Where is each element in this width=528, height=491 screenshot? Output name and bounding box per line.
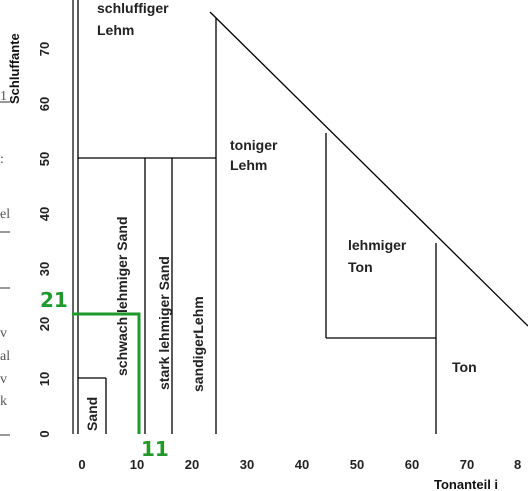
marker-y-value: 21 [40,288,68,312]
region-labels: schluffiger Lehm toniger Lehm lehmiger T… [84,0,477,431]
marker-lines [72,312,141,434]
region-label-toniger-lehm: Lehm [230,157,267,173]
x-tick-label: 20 [185,457,199,472]
y-tick-label: 10 [37,372,52,386]
fragment-text: al [0,349,10,364]
x-tick-label: 40 [295,457,309,472]
y-tick-label: 60 [37,97,52,111]
y-axis-label: Schluffante [7,33,22,104]
x-axis-label: Tonanteil i [434,477,498,491]
x-tick-label: 0 [78,457,85,472]
region-label-lehmiger-ton: Ton [348,259,373,275]
fragment-text: 1 [0,89,7,104]
region-label-schluffiger-lehm: Lehm [97,22,134,38]
y-tick-label: 50 [37,152,52,166]
region-boundaries [77,0,528,434]
y-tick-label: 0 [37,430,52,437]
region-label-stark-lehmiger-sand: stark lehmiger Sand [156,256,172,390]
region-label-ton: Ton [452,359,477,375]
x-tick-label: 50 [350,457,364,472]
reading-marker: 21 11 [40,288,169,461]
fragment-text: : [0,152,4,167]
x-tick-label: 30 [240,457,254,472]
marker-x-value: 11 [141,437,169,461]
y-tick-label: 70 [37,42,52,56]
region-label-toniger-lehm: toniger [230,137,278,153]
left-edge-fragments: 1 : el v al v k [0,89,10,436]
diagonal-boundary [209,11,528,327]
y-tick-label: 30 [37,262,52,276]
region-label-schluffiger-lehm: schluffiger [97,0,169,16]
fragment-text: k [0,394,7,409]
x-tick-label: 8 [514,457,521,472]
fragment-text: v [0,372,7,387]
region-label-schwach-lehmiger-sand: schwach lehmiger Sand [114,217,130,377]
x-tick-label: 60 [405,457,419,472]
x-tick-label: 70 [460,457,474,472]
fragment-text: v [0,326,7,341]
y-axis: Schluffante 0 10 20 30 40 50 60 70 [7,0,74,438]
fragment-text: el [0,207,10,222]
x-axis: 0 10 20 30 40 50 60 70 8 Tonanteil i [78,457,521,491]
region-label-sandiger-lehm: sandigerLehm [190,296,206,392]
x-tick-label: 10 [130,457,144,472]
region-label-lehmiger-ton: lehmiger [348,237,407,253]
region-label-sand: Sand [84,397,100,431]
y-tick-label: 40 [37,207,52,221]
y-tick-label: 20 [37,317,52,331]
